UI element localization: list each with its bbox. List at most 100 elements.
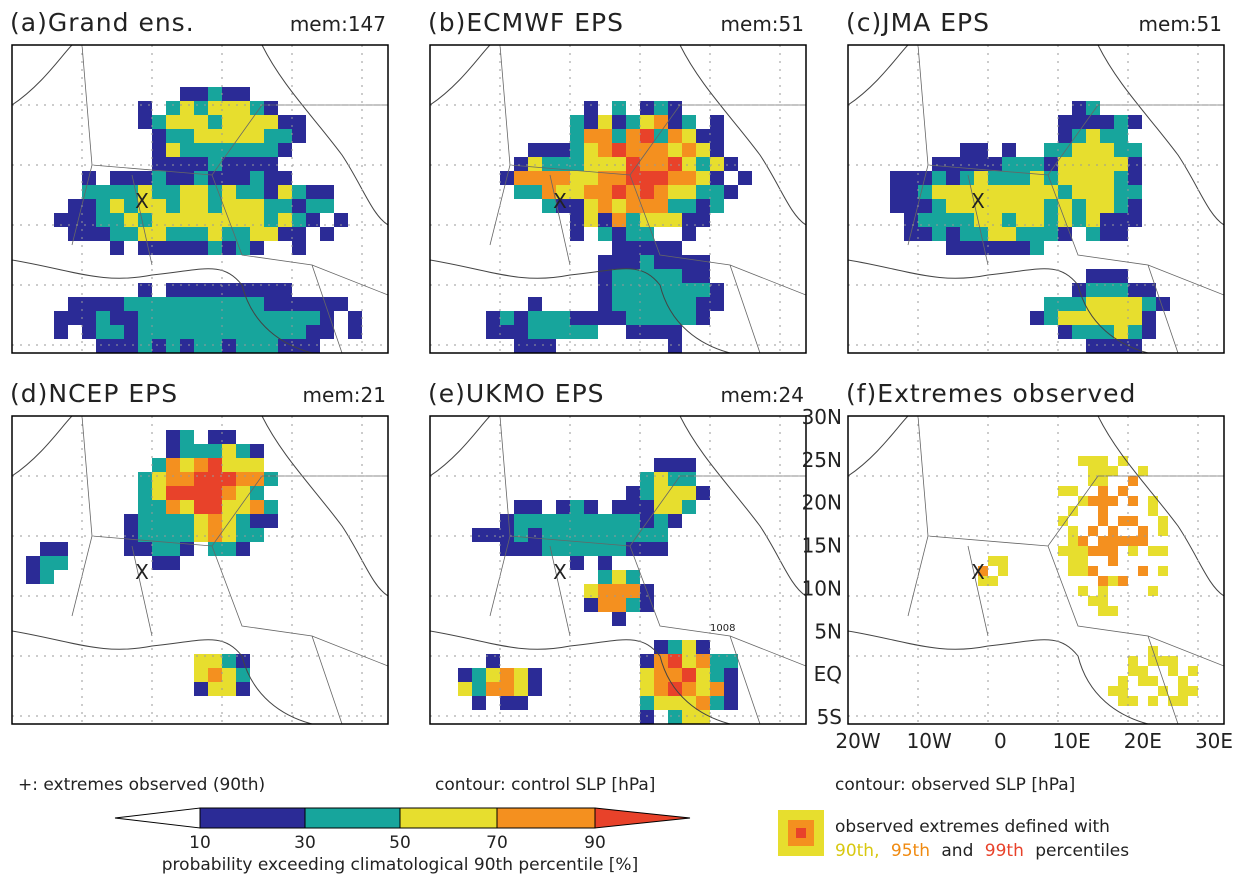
obs-cell xyxy=(1088,566,1098,576)
prob-cell xyxy=(682,199,696,213)
prob-cell xyxy=(110,311,124,325)
obs-cell xyxy=(1098,456,1108,466)
prob-cell xyxy=(918,213,932,227)
map-panel: X (d)NCEP EPS mem:21 xyxy=(10,379,389,725)
prob-cell xyxy=(1128,171,1142,185)
prob-cell xyxy=(710,185,724,199)
prob-cell xyxy=(222,241,236,255)
prob-cell xyxy=(194,486,208,500)
prob-cell xyxy=(1044,157,1058,171)
prob-cell xyxy=(1100,157,1114,171)
prob-cell xyxy=(180,157,194,171)
prob-cell xyxy=(696,255,710,269)
prob-cell xyxy=(124,325,138,339)
prob-cell xyxy=(570,143,584,157)
prob-cell xyxy=(26,570,40,584)
prob-cell xyxy=(710,199,724,213)
prob-cell xyxy=(668,157,682,171)
prob-cell xyxy=(1002,199,1016,213)
prob-cell xyxy=(222,668,236,682)
cb-tick: 30 xyxy=(294,833,316,853)
prob-cell xyxy=(654,255,668,269)
prob-cell xyxy=(640,143,654,157)
prob-cell xyxy=(1156,297,1170,311)
prob-cell xyxy=(208,199,222,213)
prob-cell xyxy=(334,213,348,227)
prob-cell xyxy=(208,283,222,297)
prob-cell xyxy=(250,444,264,458)
prob-cell xyxy=(152,157,166,171)
cb-tick: 70 xyxy=(486,833,508,853)
obs-cell xyxy=(1118,696,1128,706)
prob-cell xyxy=(1100,269,1114,283)
prob-cell xyxy=(472,696,486,710)
prob-cell xyxy=(570,227,584,241)
prob-cell xyxy=(1100,199,1114,213)
prob-cell xyxy=(138,542,152,556)
prob-cell xyxy=(96,185,110,199)
prob-cell xyxy=(988,213,1002,227)
prob-cell xyxy=(682,654,696,668)
prob-cell xyxy=(222,199,236,213)
prob-cell xyxy=(612,213,626,227)
obs-cell xyxy=(1108,686,1118,696)
prob-cell xyxy=(166,430,180,444)
prob-cell xyxy=(890,171,904,185)
prob-cell xyxy=(626,297,640,311)
prob-cell xyxy=(528,542,542,556)
prob-cell xyxy=(236,241,250,255)
prob-cell xyxy=(264,472,278,486)
prob-cell xyxy=(654,213,668,227)
prob-cell xyxy=(1086,101,1100,115)
prob-cell xyxy=(946,213,960,227)
panel-members: mem:147 xyxy=(290,12,386,36)
prob-cell xyxy=(222,87,236,101)
prob-cell xyxy=(514,185,528,199)
prob-cell xyxy=(180,227,194,241)
prob-cell xyxy=(932,157,946,171)
prob-cell xyxy=(180,185,194,199)
lat-label: 5S xyxy=(817,705,842,729)
prob-cell xyxy=(570,542,584,556)
obs-cell xyxy=(1058,516,1068,526)
prob-cell xyxy=(598,269,612,283)
obs-cell xyxy=(1148,656,1158,666)
prob-cell xyxy=(598,598,612,612)
prob-cell xyxy=(40,556,54,570)
prob-cell xyxy=(306,185,320,199)
obs-cell xyxy=(1148,696,1158,706)
prob-cell xyxy=(236,185,250,199)
prob-cell xyxy=(264,500,278,514)
prob-cell xyxy=(612,143,626,157)
obs-cell xyxy=(1108,606,1118,616)
prob-cell xyxy=(1114,339,1128,353)
prob-cell xyxy=(110,171,124,185)
prob-cell xyxy=(668,199,682,213)
prob-cell xyxy=(138,486,152,500)
prob-cell xyxy=(654,157,668,171)
prob-cell xyxy=(208,311,222,325)
legend-line1: observed extremes defined with xyxy=(835,817,1110,837)
obs-cell xyxy=(1168,696,1178,706)
prob-cell xyxy=(250,458,264,472)
lat-label: 5N xyxy=(814,619,842,643)
prob-cell xyxy=(542,185,556,199)
prob-cell xyxy=(668,269,682,283)
obs-cell xyxy=(1148,586,1158,596)
prob-cell xyxy=(236,199,250,213)
prob-cell xyxy=(960,241,974,255)
prob-cell xyxy=(138,339,152,353)
prob-cell xyxy=(1058,129,1072,143)
prob-cell xyxy=(682,269,696,283)
prob-cell xyxy=(138,171,152,185)
prob-cell xyxy=(528,311,542,325)
prob-cell xyxy=(682,129,696,143)
prob-cell xyxy=(932,199,946,213)
prob-cell xyxy=(54,542,68,556)
prob-cell xyxy=(138,472,152,486)
prob-cell xyxy=(1044,227,1058,241)
prob-cell xyxy=(612,255,626,269)
prob-cell xyxy=(1016,171,1030,185)
prob-cell xyxy=(236,143,250,157)
prob-cell xyxy=(696,668,710,682)
